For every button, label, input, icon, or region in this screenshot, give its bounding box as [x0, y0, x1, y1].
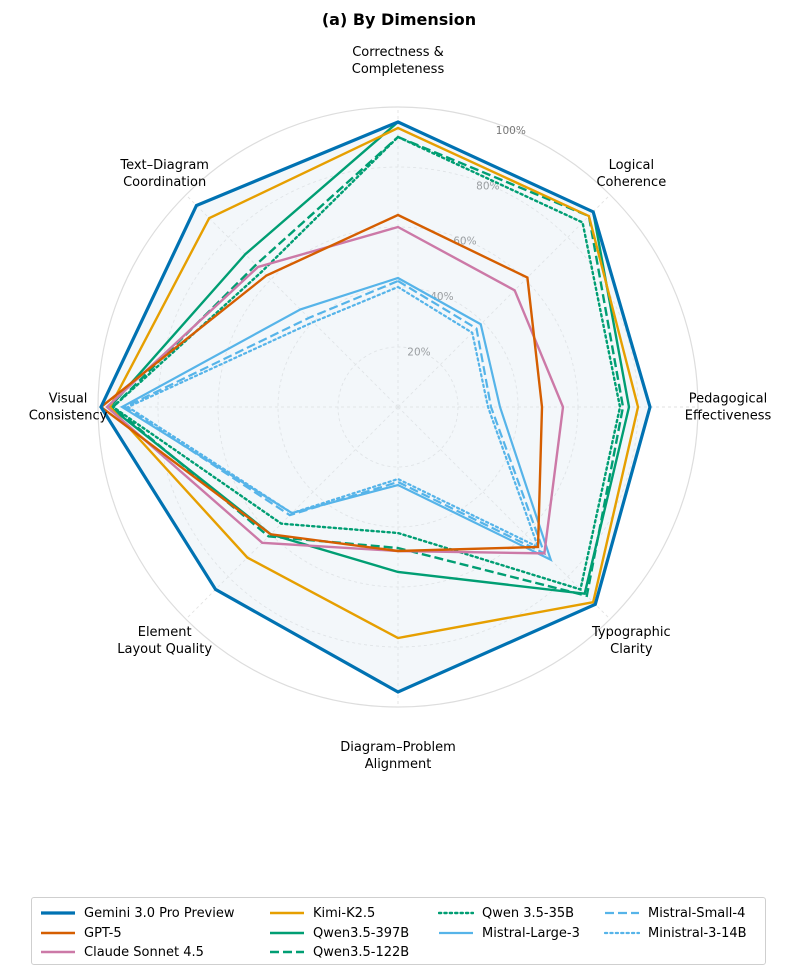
axis-label: Visual Consistency: [29, 392, 108, 424]
legend-label: Ministral-3-14B: [648, 925, 747, 941]
legend-swatch: [41, 911, 75, 915]
legend-swatch: [270, 950, 304, 954]
legend-item: Gemini 3.0 Pro Preview: [40, 903, 235, 923]
series-fill: [101, 122, 650, 692]
legend-label: Qwen 3.5-35B: [482, 905, 575, 921]
grid-spoke: [397, 194, 611, 408]
legend-swatch: [41, 931, 75, 935]
legend-item: Mistral-Large-3: [438, 923, 580, 943]
series-line: [111, 135, 622, 591]
axis-label: Diagram–Problem Alignment: [340, 740, 455, 772]
legend-item: Qwen 3.5-35B: [438, 903, 574, 923]
chart-title: (a) By Dimension: [322, 10, 476, 29]
legend-swatch: [604, 931, 640, 935]
legend: Gemini 3.0 Pro Preview GPT-5 Claude Sonnet…: [31, 897, 766, 965]
legend-item: Ministral-3-14B: [604, 923, 747, 943]
legend-item: GPT-5: [40, 923, 122, 943]
r-tick-label: 80%: [476, 180, 499, 192]
legend-label: Mistral-Small-4: [648, 905, 746, 921]
axis-label: Element Layout Quality: [117, 625, 212, 657]
legend-label: GPT-5: [84, 925, 122, 941]
legend-label: Qwen3.5-122B: [313, 944, 410, 960]
series-line: [119, 276, 553, 562]
r-tick-label: 100%: [496, 125, 526, 137]
legend-item: Qwen3.5-122B: [269, 942, 409, 962]
legend-swatch: [605, 911, 639, 915]
legend-swatch: [270, 911, 304, 915]
legend-swatch: [270, 931, 304, 935]
axis-label: Pedagogical Effectiveness: [685, 392, 772, 424]
axis-label: Logical Coherence: [596, 158, 666, 190]
legend-label: Gemini 3.0 Pro Preview: [84, 905, 235, 921]
grid-spoke: [185, 194, 399, 408]
legend-label: Mistral-Large-3: [482, 925, 580, 941]
legend-label: Claude Sonnet 4.5: [84, 944, 204, 960]
legend-swatch: [41, 950, 75, 954]
grid-spoke: [397, 406, 611, 620]
series-line: [99, 213, 544, 553]
series-line: [122, 279, 547, 556]
grid-ring-100: [97, 106, 699, 708]
legend-label: Kimi-K2.5: [313, 905, 376, 921]
legend-item: Mistral-Small-4: [604, 903, 745, 923]
legend-item: Claude Sonnet 4.5: [40, 942, 204, 962]
legend-item: Qwen3.5-397B: [269, 923, 409, 943]
axis-label: Typographic Clarity: [591, 625, 671, 657]
series-line: [125, 285, 540, 550]
radar-axis-labels: Correctness & Completeness Logical Coherenc…: [29, 45, 772, 772]
legend-swatch: [438, 911, 474, 915]
series-line: [99, 120, 652, 694]
legend-swatch: [439, 931, 473, 935]
axis-label: Correctness & Completeness: [352, 45, 445, 77]
radar-chart: (a) By Dimension 20%40%60%80%100% Correc…: [29, 10, 772, 772]
legend-item: Kimi-K2.5: [269, 903, 375, 923]
r-tick-label: 20%: [407, 347, 430, 359]
legend-label: Qwen3.5-397B: [313, 925, 410, 941]
radar-series: [99, 120, 652, 694]
axis-label: Text–Diagram Coordination: [119, 158, 209, 190]
series-line: [108, 126, 640, 640]
